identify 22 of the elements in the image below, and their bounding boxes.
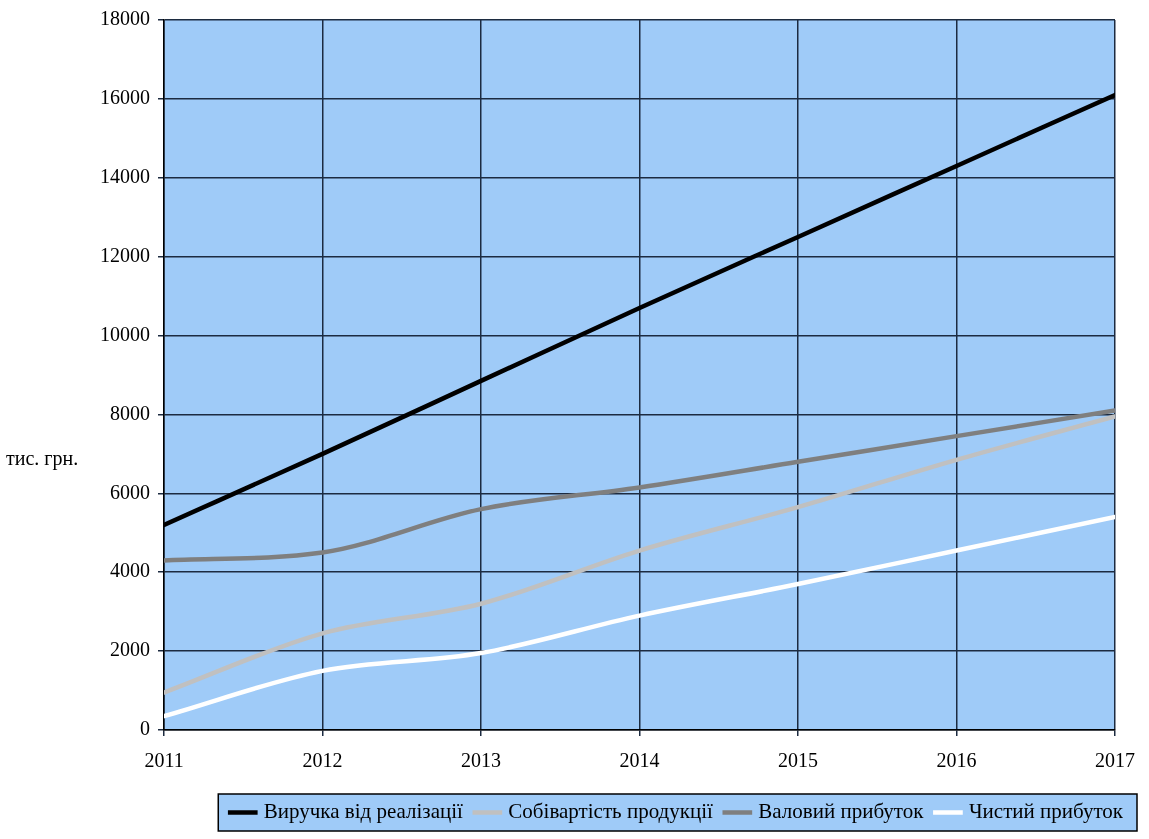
y-tick-label: 8000: [110, 401, 150, 424]
y-tick-label: 12000: [100, 243, 150, 266]
y-tick-label: 16000: [100, 86, 150, 109]
y-tick-label: 2000: [110, 638, 150, 661]
x-tick-label: 2014: [619, 749, 660, 772]
x-tick-label: 2015: [778, 749, 818, 772]
y-tick-label: 6000: [110, 480, 150, 503]
y-tick-label: 18000: [100, 7, 150, 30]
x-tick-label: 2012: [302, 749, 343, 772]
legend-label: Собівартість продукції: [508, 799, 713, 824]
y-tick-label: 14000: [100, 165, 150, 188]
y-tick-label: 4000: [110, 559, 150, 582]
y-axis-title: тис. грн.: [6, 447, 79, 471]
x-tick-label: 2016: [936, 749, 977, 772]
x-tick-label: 2011: [144, 749, 184, 772]
y-tick-label: 10000: [100, 322, 150, 345]
x-tick-label: 2017: [1095, 749, 1135, 772]
legend-label: Валовий прибуток: [758, 799, 925, 824]
legend-label: Чистий прибуток: [968, 799, 1124, 824]
x-tick-label: 2013: [461, 749, 501, 772]
y-tick-label: 0: [140, 717, 150, 740]
legend-label: Виручка від реалізації: [263, 799, 464, 824]
